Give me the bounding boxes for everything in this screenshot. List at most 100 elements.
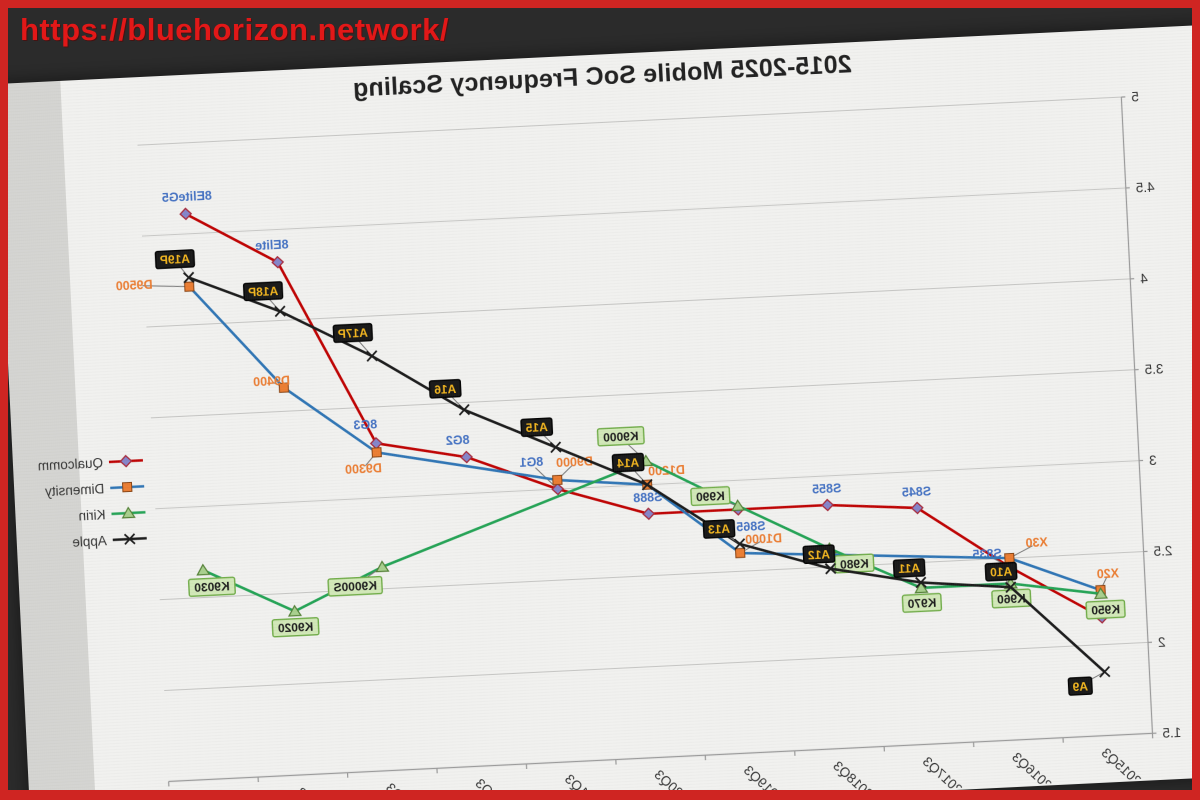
data-label-D9300: D9300 <box>345 461 383 477</box>
mirrored-content: 2015-2025 Mobile SoC Frequency Scaling 1… <box>8 25 1192 790</box>
x-axis-label: 2015Q3 <box>1099 745 1145 788</box>
legend-label-kirin: Kirin <box>78 507 106 523</box>
data-label-D9500: D9500 <box>115 277 153 293</box>
data-label-box <box>1067 676 1093 696</box>
triangle-marker <box>375 560 390 573</box>
square-marker <box>278 382 290 393</box>
series-apple: A9 A10 A11 A12 A13 A14 A15 A16 A17P A18P A19P <box>154 249 1111 696</box>
data-label-K9000S: K9000S <box>333 579 377 595</box>
data-label-S888: S888 <box>633 490 663 505</box>
x-marker <box>824 562 837 575</box>
data-label-S835: S835 <box>972 547 1002 562</box>
data-label-box <box>611 452 645 473</box>
data-label-A15: A15 <box>525 420 548 435</box>
square-marker <box>371 447 382 458</box>
data-label-box <box>520 417 554 438</box>
gridline <box>159 551 1144 601</box>
data-label-K980: K980 <box>839 556 869 571</box>
data-label-X30: X30 <box>1025 535 1048 550</box>
diamond-marker <box>551 482 565 496</box>
triangle-marker <box>196 563 211 576</box>
data-label-A11: A11 <box>898 561 920 576</box>
diamond-marker <box>179 207 193 221</box>
diamond-marker <box>460 450 473 464</box>
data-label-K9020: K9020 <box>277 620 313 636</box>
chart-canvas: 1.5 2 2.5 3 3.5 4 4.5 5 2015Q3 2016Q3 2017Q3 2018Q3… <box>37 89 1181 790</box>
data-label-K950: K950 <box>1091 602 1121 617</box>
x-axis-label: 2024Q3 <box>294 784 340 790</box>
x-marker <box>733 538 746 550</box>
data-label-box <box>984 561 1018 582</box>
data-label-8Elite: 8Elite <box>255 238 289 254</box>
gridline <box>164 641 1149 692</box>
data-label-X20: X20 <box>1096 566 1119 581</box>
diamond-marker <box>821 498 834 512</box>
data-label-D1000: D1000 <box>745 531 783 547</box>
y-axis-line <box>1120 97 1154 734</box>
diamond-marker <box>119 454 133 468</box>
data-label-box <box>596 426 645 447</box>
y-axis-label: 4 <box>1139 271 1148 286</box>
data-label-D9400: D9400 <box>253 373 291 389</box>
x-axis-label: 2019Q3 <box>741 762 787 790</box>
data-label-8G1: 8G1 <box>519 455 543 470</box>
x-marker <box>366 350 378 362</box>
triangle-marker <box>1093 587 1109 600</box>
watermark-url: https://bluehorizon.network/ <box>20 12 450 47</box>
triangle-marker <box>731 499 746 512</box>
x-axis-label: 2017Q3 <box>920 754 966 790</box>
data-label-K970: K970 <box>907 596 937 611</box>
data-label-S865: S865 <box>736 519 766 534</box>
x-marker <box>1004 581 1017 594</box>
dark-backdrop: 2015-2025 Mobile SoC Frequency Scaling 1… <box>8 8 1192 790</box>
square-marker <box>552 474 563 486</box>
x-marker <box>123 533 136 545</box>
legend-item-apple: Apple <box>72 533 147 550</box>
x-marker <box>182 271 195 284</box>
data-label-K960: K960 <box>996 591 1026 606</box>
data-label-8G3: 8G3 <box>353 417 377 432</box>
y-axis-label: 1.5 <box>1162 725 1181 741</box>
square-marker <box>734 547 746 559</box>
series-line-dimensity <box>188 285 1102 592</box>
data-label-box <box>991 588 1032 609</box>
triangle-marker <box>121 506 136 519</box>
diamond-marker <box>910 501 924 515</box>
series-kirin: K950 K960 K970 K980 K990 K9000 K9000S K9020 K903… <box>187 426 1126 638</box>
data-label-A10: A10 <box>989 565 1012 580</box>
data-label-box <box>892 558 926 578</box>
series-line-apple <box>188 276 1106 673</box>
data-label-box <box>428 378 462 399</box>
data-label-A12: A12 <box>807 547 830 562</box>
data-label-box <box>802 544 836 565</box>
chart-photo: 2015-2025 Mobile SoC Frequency Scaling 1… <box>8 24 1192 790</box>
gridline <box>146 278 1131 328</box>
gridline <box>150 369 1135 419</box>
triangle-marker <box>287 604 303 617</box>
data-label-box <box>1085 599 1126 620</box>
diamond-marker <box>642 507 656 521</box>
data-label-A16: A16 <box>434 382 457 397</box>
x-marker <box>549 441 562 454</box>
data-label-box <box>271 617 320 638</box>
square-marker <box>1004 552 1015 564</box>
data-label-K9030: K9030 <box>194 579 230 595</box>
triangle-marker <box>914 581 929 594</box>
data-label-box <box>690 486 731 507</box>
x-axis-label: 2022Q3 <box>473 776 519 790</box>
x-axis-label: 2021Q3 <box>562 771 608 790</box>
square-marker <box>184 281 195 292</box>
data-label-K990: K990 <box>695 489 725 504</box>
data-label-S855: S855 <box>812 481 842 496</box>
gridline <box>141 187 1126 237</box>
data-label-K9000: K9000 <box>603 429 639 445</box>
data-label-A18P: A18P <box>248 284 279 299</box>
x-marker <box>458 403 471 416</box>
x-axis-line <box>168 732 1153 783</box>
data-label-A14: A14 <box>616 456 639 471</box>
data-label-box <box>154 249 196 270</box>
x-marker <box>915 576 927 589</box>
x-axis-label: 2023Q3 <box>383 780 429 790</box>
data-label-D9000: D9000 <box>556 454 594 470</box>
